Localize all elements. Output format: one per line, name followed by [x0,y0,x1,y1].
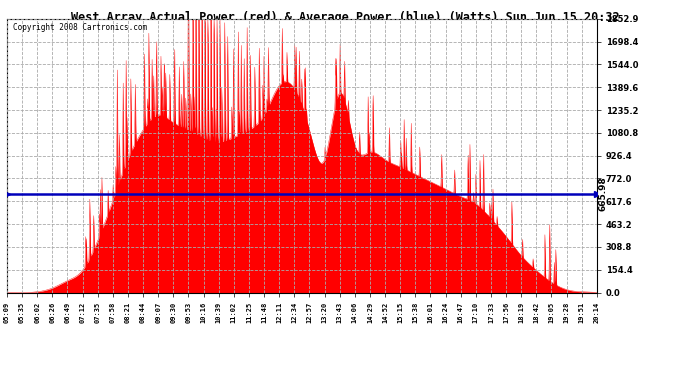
Text: Copyright 2008 Cartronics.com: Copyright 2008 Cartronics.com [13,23,147,32]
Text: 665.98: 665.98 [599,177,608,212]
Text: West Array Actual Power (red) & Average Power (blue) (Watts) Sun Jun 15 20:32: West Array Actual Power (red) & Average … [70,11,620,24]
